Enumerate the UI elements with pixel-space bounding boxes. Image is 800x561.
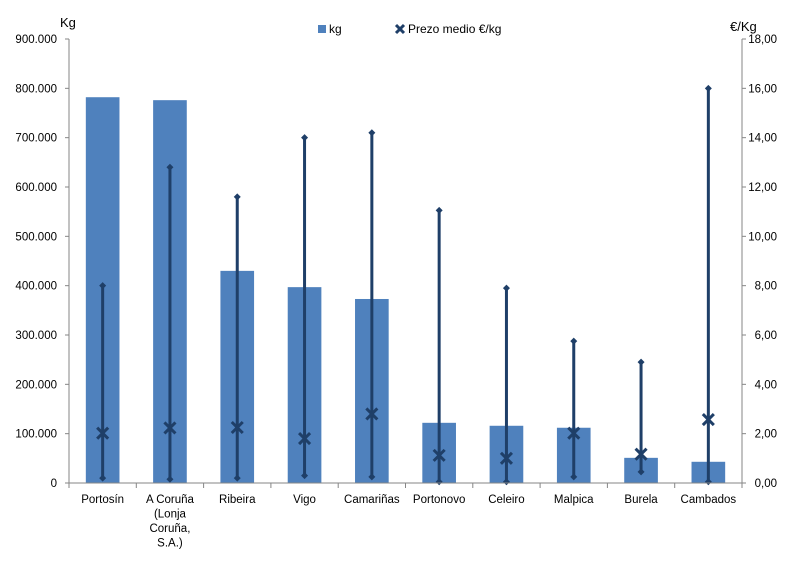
price-max-marker [233, 193, 241, 201]
x-tick-label-line: (Lonja [154, 509, 187, 521]
price-min-marker [637, 468, 645, 476]
y-right-tick-label: 6,00 [755, 330, 777, 342]
x-tick-label-line: Burela [624, 494, 658, 506]
x-tick-label: Portosín [81, 494, 124, 506]
price-max-marker [99, 282, 107, 290]
price-mean-marker [230, 420, 244, 435]
price-mean-marker-stroke [634, 447, 648, 461]
range-series [96, 84, 715, 486]
y-left-tick-label: 700.000 [15, 133, 57, 145]
x-tick-label-line: Celeiro [488, 494, 524, 506]
price-min-marker [99, 474, 107, 482]
price-mean-marker-stroke [499, 451, 514, 465]
price-min-marker [704, 478, 712, 486]
x-tick-label-line: Ribeira [219, 494, 256, 506]
legend-kg-swatch [318, 25, 326, 33]
price-min-marker [166, 475, 174, 483]
price-max-marker [637, 358, 645, 366]
price-mean-marker [634, 447, 648, 461]
x-tick-label: Ribeira [219, 494, 256, 506]
y-left-tick-label: 100.000 [15, 429, 57, 441]
x-tick-label: Burela [624, 494, 658, 506]
y-left-tick-label: 800.000 [15, 83, 57, 95]
price-mean-marker [432, 448, 446, 462]
x-tick-label-line: S.A.) [157, 538, 183, 550]
price-max-marker [704, 84, 712, 92]
price-mean-marker-stroke [365, 407, 379, 421]
y-left-tick-label: 600.000 [15, 182, 57, 194]
price-mean-marker [163, 421, 177, 435]
price-mean-marker-stroke [297, 432, 312, 446]
price-min-marker [233, 474, 241, 482]
x-tick-label: Celeiro [488, 494, 524, 506]
price-mean-marker [365, 407, 379, 421]
legend: kg Prezo medio €/kg [318, 22, 501, 36]
y-left-tick-label: 200.000 [15, 379, 57, 391]
x-tick-label-line: Portonovo [413, 494, 465, 506]
x-tick-label-line: Camariñas [344, 494, 400, 506]
bar-series [85, 97, 726, 484]
y-right-tick-label: 16,00 [748, 83, 777, 95]
y-right-tick-label: 14,00 [748, 133, 777, 145]
price-mean-marker [96, 426, 110, 440]
price-mean-marker-stroke [163, 421, 177, 435]
price-mean-marker-stroke [701, 413, 715, 427]
price-mean-marker-stroke [96, 426, 110, 440]
x-tick-label: Vigo [293, 494, 316, 506]
price-mean-marker [567, 426, 581, 440]
x-tick-label-line: Malpica [554, 494, 594, 506]
price-min-marker [435, 478, 443, 486]
price-min-marker [368, 473, 376, 481]
x-tick-label-line: A Coruña [146, 494, 195, 506]
price-mean-marker-stroke [432, 448, 446, 462]
y-right-tick-label: 18,00 [748, 34, 777, 46]
x-tick-label: Camariñas [344, 494, 400, 506]
y-right-tick-label: 4,00 [755, 379, 777, 391]
price-mean-marker-stroke [567, 426, 581, 440]
price-mean-marker [297, 432, 312, 446]
y-left-tick-label: 500.000 [15, 231, 57, 243]
x-tick-label: A Coruña (Lonja Coruña, S.A.) [146, 494, 195, 550]
y-left-unit-label: Kg [60, 15, 76, 30]
y-right-tick-label: 10,00 [748, 231, 777, 243]
price-mean-marker-stroke [230, 420, 244, 435]
price-max-marker [570, 337, 578, 345]
x-tick-label-line: Vigo [293, 494, 316, 506]
legend-price-label: Prezo medio €/kg [408, 22, 501, 36]
y-right-tick-label: 0,00 [755, 478, 777, 490]
x-tick-label-line: Portosín [81, 494, 124, 506]
x-tick-label: Portonovo [413, 494, 465, 506]
legend-price-marker [394, 23, 406, 35]
axes: 0 100.000 200.000 300.000 400.000 500.000 600.… [15, 34, 777, 550]
legend-kg-label: kg [329, 22, 342, 36]
y-left-tick-label: 400.000 [15, 281, 57, 293]
y-right-unit-label: €/Kg [730, 19, 757, 34]
x-tick-label-line: Cambados [681, 494, 737, 506]
y-left-tick-label: 900.000 [15, 34, 57, 46]
price-max-marker [368, 129, 376, 137]
price-min-marker [570, 473, 578, 481]
price-min-marker [301, 472, 309, 480]
price-max-marker [435, 206, 443, 214]
y-left-tick-label: 300.000 [15, 330, 57, 342]
price-mean-marker [701, 413, 715, 427]
x-tick-label: Cambados [681, 494, 737, 506]
y-left-tick-label: 0 [51, 478, 57, 490]
y-right-tick-label: 8,00 [755, 281, 777, 293]
price-max-marker [166, 163, 174, 171]
x-tick-label-line: Coruña, [149, 523, 190, 535]
y-right-tick-label: 12,00 [748, 182, 777, 194]
y-right-tick-label: 2,00 [755, 429, 777, 441]
price-max-marker [301, 134, 309, 142]
x-tick-label: Malpica [554, 494, 594, 506]
price-mean-marker [499, 451, 514, 465]
price-min-marker [502, 478, 510, 486]
price-max-marker [502, 284, 510, 292]
